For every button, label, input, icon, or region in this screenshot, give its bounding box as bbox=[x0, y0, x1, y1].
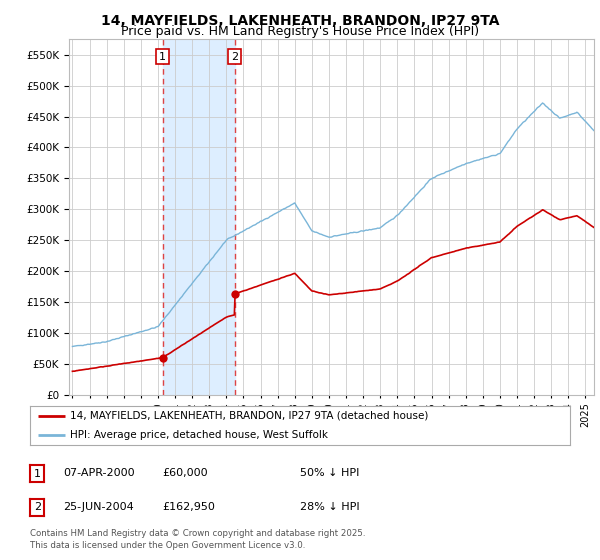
Text: 14, MAYFIELDS, LAKENHEATH, BRANDON, IP27 9TA (detached house): 14, MAYFIELDS, LAKENHEATH, BRANDON, IP27… bbox=[71, 411, 429, 421]
Text: 14, MAYFIELDS, LAKENHEATH, BRANDON, IP27 9TA: 14, MAYFIELDS, LAKENHEATH, BRANDON, IP27… bbox=[101, 14, 499, 28]
Text: 2: 2 bbox=[231, 52, 238, 62]
Text: 2: 2 bbox=[34, 502, 41, 512]
Text: Contains HM Land Registry data © Crown copyright and database right 2025.
This d: Contains HM Land Registry data © Crown c… bbox=[30, 529, 365, 550]
Text: 1: 1 bbox=[34, 469, 41, 479]
Text: 50% ↓ HPI: 50% ↓ HPI bbox=[300, 468, 359, 478]
Text: 25-JUN-2004: 25-JUN-2004 bbox=[63, 502, 134, 512]
Text: HPI: Average price, detached house, West Suffolk: HPI: Average price, detached house, West… bbox=[71, 431, 329, 440]
Text: 07-APR-2000: 07-APR-2000 bbox=[63, 468, 134, 478]
Text: £60,000: £60,000 bbox=[162, 468, 208, 478]
Text: 1: 1 bbox=[159, 52, 166, 62]
Bar bbox=[163, 39, 235, 395]
Text: Price paid vs. HM Land Registry's House Price Index (HPI): Price paid vs. HM Land Registry's House … bbox=[121, 25, 479, 38]
Text: 28% ↓ HPI: 28% ↓ HPI bbox=[300, 502, 359, 512]
Text: £162,950: £162,950 bbox=[162, 502, 215, 512]
